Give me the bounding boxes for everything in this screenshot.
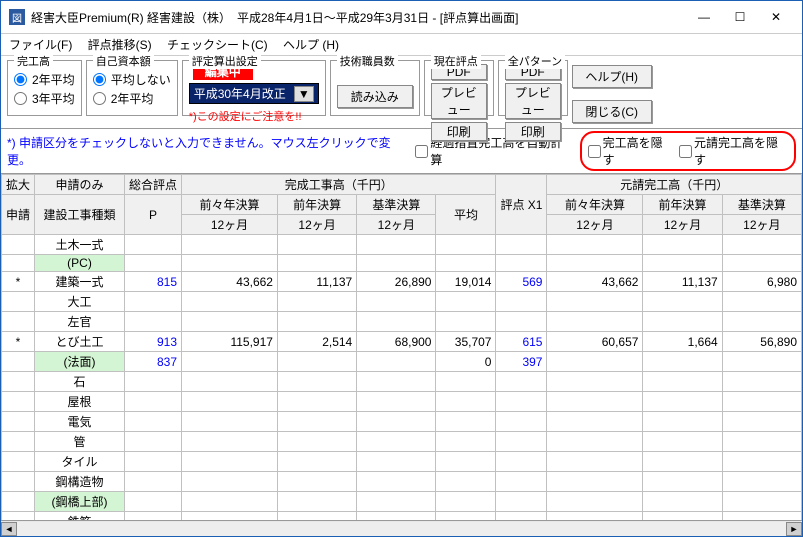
table-row[interactable]: 鉄筋: [2, 512, 802, 521]
table-row[interactable]: 石: [2, 372, 802, 392]
col-shinsei[interactable]: 申請: [2, 195, 35, 235]
table-row[interactable]: (鋼橋上部): [2, 492, 802, 512]
toolbar: 完工高 2年平均 3年平均 自己資本額 平均しない 2年平均 評定算出設定 編集…: [1, 56, 802, 129]
col-expand[interactable]: 拡大: [2, 175, 35, 195]
table-row[interactable]: 電気: [2, 412, 802, 432]
horizontal-scrollbar[interactable]: ◄ ►: [1, 520, 802, 536]
radio-noavg[interactable]: 平均しない: [93, 71, 171, 88]
settings-dropdown[interactable]: 平成30年4月改正▼: [189, 83, 319, 104]
col-x1[interactable]: 評点 X1: [496, 175, 547, 235]
col-kansei[interactable]: 完成工事高（千円）: [182, 175, 496, 195]
table-row[interactable]: *とび土工913115,9172,51468,90035,70761560,65…: [2, 332, 802, 352]
checkbox-hide-motouke[interactable]: 元請完工高を隠す: [679, 134, 788, 168]
scroll-left-icon[interactable]: ◄: [1, 522, 17, 536]
group-hyoten: 評定算出設定 編集中 平成30年4月改正▼ *)この設定にご注意を!!: [182, 60, 326, 116]
table-row[interactable]: 管: [2, 432, 802, 452]
minimize-button[interactable]: ―: [686, 5, 722, 29]
checkbox-hide-kanko[interactable]: 完工高を隠す: [588, 134, 673, 168]
load-button[interactable]: 読み込み: [337, 85, 413, 108]
menu-check[interactable]: チェックシート(C): [167, 38, 268, 52]
warning-text: *)この設定にご注意を!!: [189, 108, 319, 124]
menu-score[interactable]: 評点推移(S): [88, 38, 152, 52]
all-print-button[interactable]: 印刷: [505, 122, 561, 141]
close-window-button[interactable]: 閉じる(C): [572, 100, 652, 123]
table-row[interactable]: 土木一式: [2, 235, 802, 255]
note-text: *) 申請区分をチェックしないと入力できません。マウス左クリックで変更。: [7, 134, 407, 168]
col-syurui[interactable]: 建設工事種類: [35, 195, 125, 235]
col-p[interactable]: P: [125, 195, 182, 235]
current-print-button[interactable]: 印刷: [431, 122, 487, 141]
group-kanko: 完工高 2年平均 3年平均: [7, 60, 82, 116]
group-genzai: 現在評点 PDF プレビュー 印刷: [424, 60, 494, 116]
table-row[interactable]: 屋根: [2, 392, 802, 412]
table-row[interactable]: *建築一式81543,66211,13726,89019,01456943,66…: [2, 272, 802, 292]
table-row[interactable]: 鋼構造物: [2, 472, 802, 492]
chevron-down-icon: ▼: [294, 86, 314, 102]
window-title: 経害大臣Premium(R) 経害建設（株） 平成28年4月1日～平成29年3月…: [31, 9, 686, 26]
table-row[interactable]: (法面)8370397: [2, 352, 802, 372]
table-row[interactable]: タイル: [2, 452, 802, 472]
maximize-button[interactable]: ☐: [722, 5, 758, 29]
titlebar: 図 経害大臣Premium(R) 経害建設（株） 平成28年4月1日～平成29年…: [1, 1, 802, 34]
current-preview-button[interactable]: プレビュー: [431, 83, 487, 119]
highlight-oval: 完工高を隠す 元請完工高を隠す: [580, 131, 796, 171]
col-shinsei-only[interactable]: 申請のみ: [35, 175, 125, 195]
app-icon: 図: [9, 9, 25, 25]
table-row[interactable]: (PC): [2, 255, 802, 272]
group-zenpat: 全パターン PDF プレビュー 印刷: [498, 60, 568, 116]
radio-3yr[interactable]: 3年平均: [14, 90, 75, 107]
col-motouke[interactable]: 元請完工高（千円）: [547, 175, 802, 195]
scroll-right-icon[interactable]: ►: [786, 522, 802, 536]
menu-file[interactable]: ファイル(F): [9, 38, 72, 52]
radio-2yravg[interactable]: 2年平均: [93, 90, 171, 107]
menu-help[interactable]: ヘルプ (H): [283, 38, 339, 52]
table-row[interactable]: 左官: [2, 312, 802, 332]
all-preview-button[interactable]: プレビュー: [505, 83, 561, 119]
col-sogo[interactable]: 総合評点: [125, 175, 182, 195]
group-jiko: 自己資本額 平均しない 2年平均: [86, 60, 178, 116]
data-grid[interactable]: 拡大 申請のみ 総合評点 完成工事高（千円） 評点 X1 元請完工高（千円） 申…: [1, 173, 802, 520]
group-gijutsu: 技術職員数 読み込み: [330, 60, 420, 116]
table-row[interactable]: 大工: [2, 292, 802, 312]
radio-2yr[interactable]: 2年平均: [14, 71, 75, 88]
help-button[interactable]: ヘルプ(H): [572, 65, 652, 88]
close-button[interactable]: ✕: [758, 5, 794, 29]
